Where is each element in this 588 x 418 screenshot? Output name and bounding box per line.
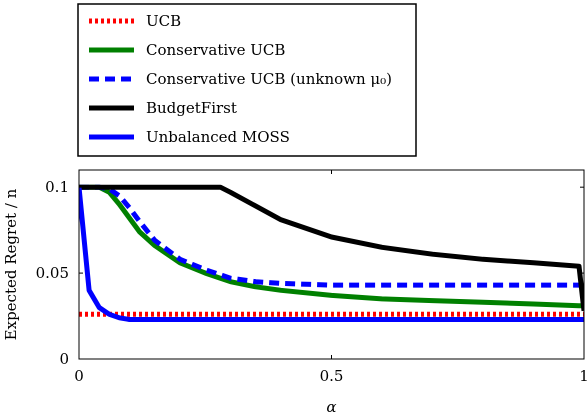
plot-area: [79, 184, 584, 322]
x-tick-label: 1: [579, 367, 588, 385]
y-axis-label: Expected Regret / n: [2, 188, 20, 340]
legend: UCB Conservative UCB Conservative UCB (unk…: [77, 3, 417, 157]
series-line: [79, 184, 584, 312]
x-tick-label: 0.5: [320, 367, 344, 385]
x-axis-label: α: [326, 398, 336, 416]
series-line: [79, 184, 584, 288]
series-line: [79, 186, 584, 322]
y-tick-label: 0.05: [36, 264, 69, 282]
legend-box: [77, 3, 417, 157]
legend-label: Conservative UCB (unknown μ₀): [146, 70, 392, 88]
axes: 0 0.5 1 0 0.05 0.1 α Expected Regret / n: [2, 169, 588, 416]
y-tick-label: 0: [59, 350, 69, 368]
legend-label: UCB: [146, 12, 181, 30]
legend-label: Unbalanced MOSS: [146, 128, 290, 146]
plot-frame: [78, 169, 585, 360]
legend-label: Conservative UCB: [146, 41, 285, 59]
x-tick-label: 0: [74, 367, 84, 385]
series-line: [79, 184, 584, 309]
y-tick-label: 0.1: [45, 178, 69, 196]
legend-label: BudgetFirst: [146, 99, 237, 117]
